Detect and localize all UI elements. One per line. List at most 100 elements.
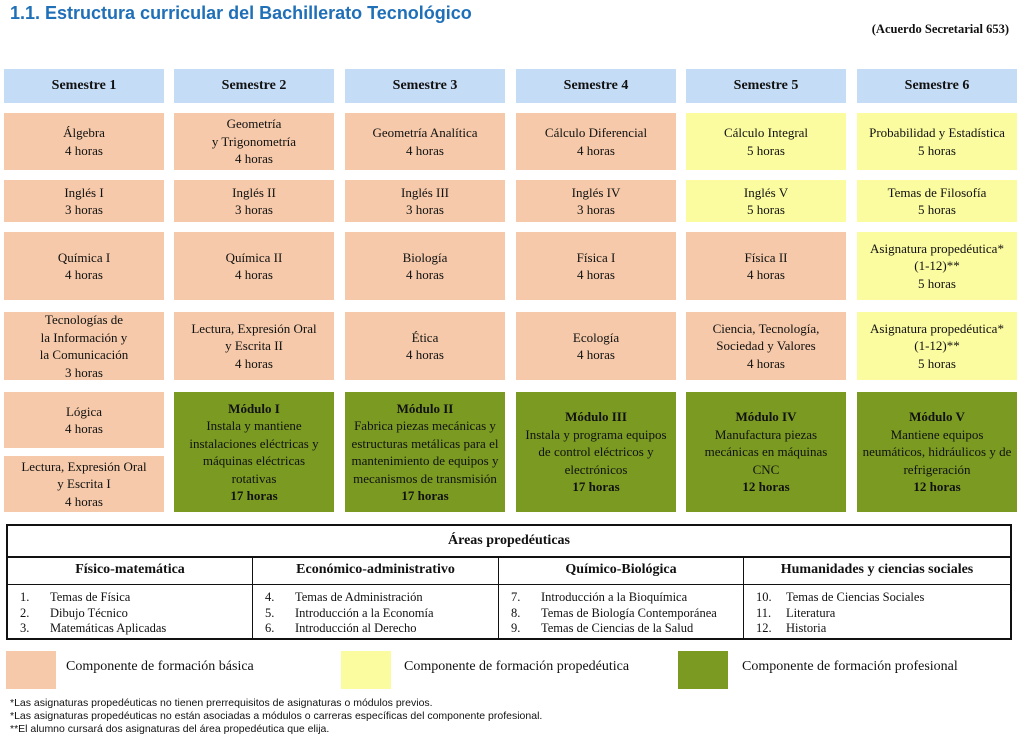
course-cell: Química I 4 horas	[4, 232, 164, 300]
module-hours: 17 horas	[401, 488, 449, 503]
area-list: 10. Temas de Ciencias Sociales 11. Literatu…	[756, 590, 924, 637]
course-cell: Álgebra 4 horas	[4, 113, 164, 170]
cell-line: 5 horas	[918, 355, 956, 371]
divider	[743, 556, 744, 638]
item-number: 2.	[20, 605, 30, 620]
legend-label: Componente de formación profesional	[742, 659, 958, 674]
cell-line: Ecología	[572, 329, 620, 345]
course-cell: Inglés I 3 horas	[4, 180, 164, 222]
cell-line: Ciencia, Tecnología,	[712, 320, 820, 336]
module-hours: 12 horas	[913, 479, 961, 495]
course-cell: Inglés IV 3 horas	[516, 180, 676, 222]
module-description-line: instalaciones eléctricas y	[189, 435, 319, 451]
semester-header: Semestre 6	[857, 69, 1017, 103]
cell-line: 4 horas	[406, 267, 444, 282]
cell-line: 4 horas	[577, 347, 615, 362]
footnote: *Las asignaturas propedéuticas no tienen…	[10, 697, 433, 709]
legend-swatch	[341, 651, 391, 689]
module-description-line: rotativas	[231, 470, 277, 486]
semester-header: Semestre 3	[345, 69, 505, 103]
cell-line: y Escrita I	[57, 476, 111, 492]
cell-line: 4 horas	[747, 267, 785, 282]
list-item: 8. Temas de Biología Contemporánea	[511, 606, 717, 622]
cell-line: Temas de Filosofía	[887, 184, 987, 200]
cell-line: Álgebra	[63, 125, 105, 140]
item-number: 9.	[511, 621, 521, 635]
cell-line: Sociedad y Valores	[716, 338, 816, 354]
course-cell: Ecología 4 horas	[516, 312, 676, 380]
module-description-line: estructuras metálicas para el	[351, 435, 499, 451]
course-cell: Tecnologías de la Información y la Comunic…	[4, 312, 164, 380]
cell-line: Inglés I	[64, 184, 104, 200]
course-cell: Ética 4 horas	[345, 312, 505, 380]
list-item: 12. Historia	[756, 621, 924, 637]
module-description-line: Instala y programa equipos	[525, 426, 667, 442]
cell-line: 4 horas	[235, 267, 273, 282]
module-description-line: refrigeración	[903, 461, 971, 477]
cell-line: Cálculo Diferencial	[544, 125, 648, 140]
divider	[498, 556, 499, 638]
course-cell: Probabilidad y Estadística 5 horas	[857, 113, 1017, 170]
cell-line: Inglés III	[400, 184, 449, 200]
module-description-line: mecánicas en máquinas	[704, 444, 828, 460]
semester-header: Semestre 2	[174, 69, 334, 103]
module-description-line: máquinas eléctricas	[202, 453, 306, 468]
course-cell: Física II 4 horas	[686, 232, 846, 300]
item-number: 4.	[265, 590, 275, 604]
cell-line: (1-12)**	[914, 258, 960, 274]
cell-line: Ética	[411, 329, 439, 345]
cell-line: 3 horas	[577, 202, 615, 217]
module-description-line: mantenimiento de equipos y	[351, 453, 499, 468]
module-name: Módulo I	[228, 400, 280, 416]
list-item: 6. Introducción al Derecho	[265, 621, 434, 637]
list-item: 10. Temas de Ciencias Sociales	[756, 590, 924, 606]
module-cell: Módulo V Mantiene equipos neumáticos, hidr…	[857, 392, 1017, 512]
module-name: Módulo IV	[735, 409, 797, 425]
cell-line: 3 horas	[235, 202, 273, 217]
module-description-line: electrónicos	[564, 461, 628, 477]
module-description-line: de control eléctricos y	[538, 444, 654, 460]
list-item: 9. Temas de Ciencias de la Salud	[511, 621, 717, 637]
cell-line: 3 horas	[406, 202, 444, 217]
area-list: 4. Temas de Administración 5. Introducción …	[265, 590, 434, 637]
footnote: **El alumno cursará dos asignaturas del …	[10, 723, 330, 735]
cell-line: 5 horas	[918, 275, 956, 291]
course-cell: Biología 4 horas	[345, 232, 505, 300]
cell-line: 4 horas	[235, 151, 273, 167]
item-number: 11.	[756, 605, 772, 620]
cell-line: 4 horas	[65, 421, 103, 436]
propedeutic-areas-table: Áreas propedéuticas Físico-matemática 1. T…	[6, 524, 1012, 640]
item-text: Introducción al Derecho	[295, 621, 417, 635]
cell-line: Física I	[576, 249, 616, 265]
module-description-line: mecanismos de transmisión	[353, 470, 497, 486]
cell-line: 4 horas	[406, 142, 444, 158]
item-text: Historia	[786, 621, 827, 635]
list-item: 3. Matemáticas Aplicadas	[20, 621, 166, 637]
semester-header: Semestre 1	[4, 69, 164, 103]
cell-line: Tecnologías de	[44, 312, 124, 327]
cell-line: Química I	[57, 249, 111, 265]
item-text: Introducción a la Bioquímica	[541, 590, 688, 604]
module-cell: Módulo I Instala y mantiene instalaciones …	[174, 392, 334, 512]
cell-line: (1-12)**	[914, 338, 960, 354]
cell-line: 3 horas	[65, 364, 103, 380]
course-cell: Lectura, Expresión Oral y Escrita II 4 hor…	[174, 312, 334, 380]
area-heading: Humanidades y ciencias sociales	[780, 562, 974, 577]
cell-line: Lectura, Expresión Oral	[21, 458, 147, 474]
item-text: Literatura	[786, 605, 836, 620]
cell-line: 4 horas	[577, 267, 615, 282]
agreement-note: (Acuerdo Secretarial 653)	[871, 22, 1009, 36]
cell-line: Inglés V	[743, 184, 789, 200]
cell-line: la Comunicación	[39, 347, 129, 362]
course-cell: Ciencia, Tecnología, Sociedad y Valores 4 …	[686, 312, 846, 380]
areas-title: Áreas propedéuticas	[448, 533, 570, 548]
module-name: Módulo II	[396, 400, 454, 416]
cell-line: Inglés II	[232, 184, 276, 200]
area-heading: Económico-administrativo	[296, 562, 455, 577]
legend-label: Componente de formación básica	[66, 659, 254, 674]
item-number: 1.	[20, 590, 30, 604]
area-list: 7. Introducción a la Bioquímica 8. Temas de…	[511, 590, 717, 637]
cell-line: 4 horas	[747, 355, 785, 371]
divider	[252, 556, 253, 638]
